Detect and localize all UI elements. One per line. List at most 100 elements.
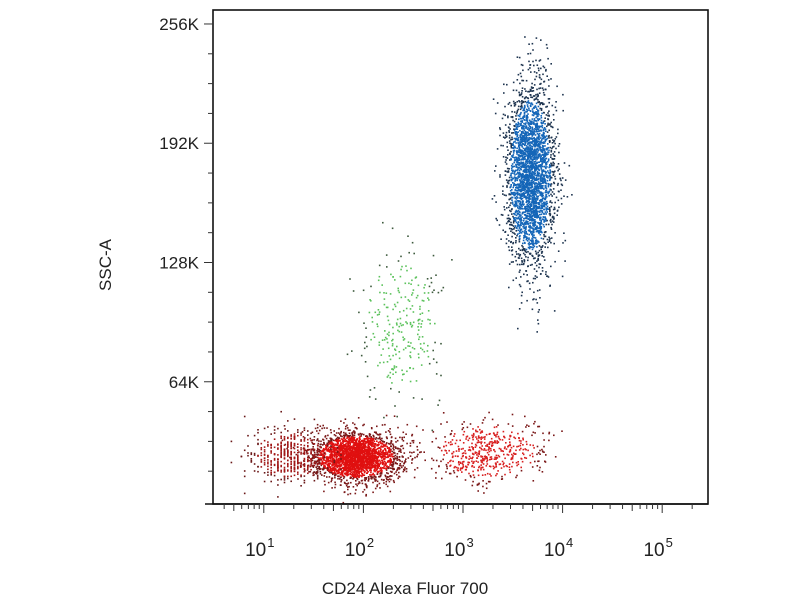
data-point (534, 105, 537, 107)
data-point (553, 158, 556, 160)
data-point (519, 141, 521, 143)
data-point (339, 473, 342, 476)
data-point (539, 209, 541, 212)
data-point (525, 125, 528, 127)
data-point (380, 354, 383, 356)
data-point (506, 83, 508, 86)
data-point (538, 60, 541, 62)
data-point (548, 207, 551, 209)
data-point (540, 159, 542, 162)
data-point (499, 127, 501, 129)
data-point (328, 463, 330, 466)
data-point (366, 463, 368, 465)
data-point (508, 198, 510, 201)
data-point (528, 182, 530, 185)
data-point (328, 466, 331, 469)
data-point (370, 454, 372, 456)
data-point (521, 222, 523, 225)
data-point (520, 186, 522, 188)
data-point (316, 439, 318, 442)
data-point (523, 171, 526, 173)
data-point (529, 198, 532, 200)
data-point (395, 441, 397, 443)
data-point (520, 150, 523, 153)
data-point (541, 246, 543, 248)
data-point (537, 257, 539, 260)
data-point (537, 251, 539, 254)
data-point (527, 143, 529, 145)
data-point (540, 176, 542, 178)
data-point (516, 212, 519, 215)
data-point (304, 469, 306, 472)
data-point (513, 219, 516, 221)
data-point (392, 308, 394, 311)
data-point (534, 143, 536, 146)
data-point (529, 172, 532, 175)
data-point (371, 473, 374, 476)
data-point (357, 475, 359, 477)
data-point (367, 437, 370, 440)
data-point (522, 158, 525, 161)
data-point (388, 480, 391, 483)
data-point (505, 238, 508, 240)
data-point (510, 172, 512, 175)
data-point (522, 192, 525, 194)
data-point (536, 186, 539, 189)
data-point (518, 159, 521, 161)
data-point (524, 153, 527, 156)
data-point (511, 170, 514, 173)
data-point (554, 201, 556, 204)
data-point (542, 91, 545, 94)
data-point (546, 179, 549, 182)
data-point (541, 245, 544, 247)
data-point (404, 282, 407, 285)
data-point (543, 120, 546, 122)
data-point (540, 39, 542, 41)
data-point (536, 113, 538, 116)
data-point (539, 191, 541, 193)
data-point (520, 117, 523, 120)
data-point (392, 354, 394, 357)
data-point (353, 457, 356, 459)
data-point (538, 92, 541, 94)
data-point (345, 484, 348, 487)
data-point (541, 231, 543, 234)
data-point (545, 188, 548, 190)
data-point (311, 431, 314, 434)
data-point (529, 173, 531, 176)
data-point (496, 219, 498, 222)
data-point (536, 93, 539, 96)
data-point (502, 132, 505, 134)
data-point (395, 366, 398, 368)
data-point (535, 143, 537, 145)
data-point (522, 223, 524, 226)
data-point (534, 78, 536, 81)
data-point (526, 109, 529, 111)
data-point (518, 151, 521, 154)
data-point (516, 151, 518, 154)
data-point (515, 126, 518, 129)
data-point (413, 252, 415, 255)
data-point (552, 153, 554, 155)
data-point (533, 205, 536, 208)
data-point (534, 277, 537, 280)
data-point (539, 297, 541, 299)
data-point (518, 94, 521, 97)
data-point (500, 144, 502, 147)
data-point (370, 436, 372, 438)
data-point (528, 171, 530, 174)
data-point (370, 474, 373, 476)
data-point (526, 171, 528, 173)
data-point (520, 221, 522, 224)
data-point (529, 154, 531, 156)
data-point (536, 123, 538, 126)
data-point (389, 371, 392, 374)
data-point (536, 108, 538, 110)
data-point (535, 140, 537, 142)
data-point (519, 108, 522, 111)
data-point (361, 466, 364, 469)
data-point (387, 472, 389, 475)
data-point (386, 341, 389, 344)
data-point (517, 207, 519, 209)
data-point (364, 466, 366, 469)
